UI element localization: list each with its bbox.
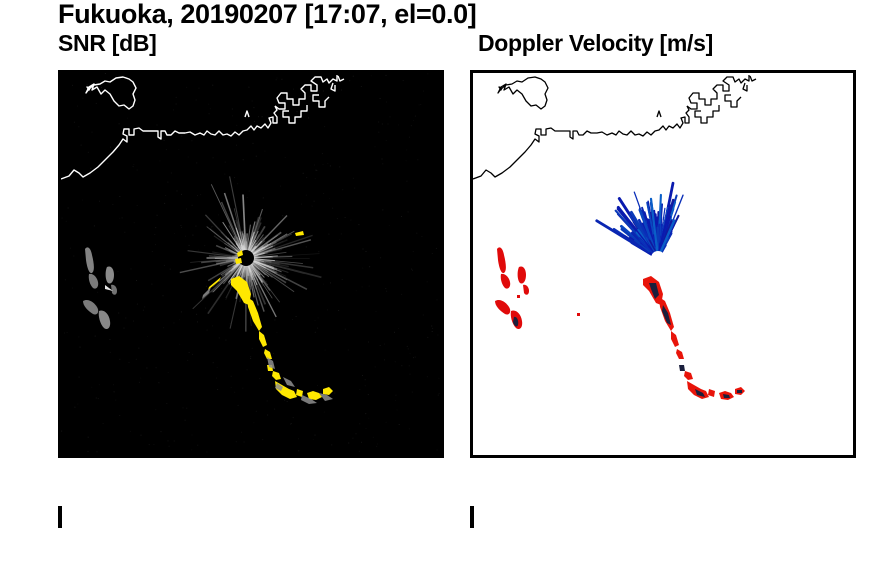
- island-echoes: [495, 247, 580, 330]
- island-echoes: [83, 247, 117, 330]
- doppler-colorbar-gradient: [470, 506, 474, 528]
- snr-plot-canvas: [61, 73, 441, 455]
- coastline: [61, 75, 345, 180]
- doppler-plot-panel[interactable]: [470, 70, 856, 458]
- doppler-plot-canvas: [473, 73, 853, 455]
- high-snr-targets: [208, 231, 333, 400]
- snr-colorbar[interactable]: [58, 506, 420, 528]
- doppler-panel-title: Doppler Velocity [m/s]: [478, 30, 713, 56]
- coastline: [473, 75, 757, 180]
- doppler-colorbar[interactable]: [470, 506, 832, 528]
- velocity-target-chain: [643, 276, 745, 400]
- snr-panel-title: SNR [dB]: [58, 30, 157, 56]
- snr-colorbar-gradient: [58, 506, 62, 528]
- page-title: Fukuoka, 20190207 [17:07, el=0.0]: [58, 0, 477, 29]
- snr-plot-panel[interactable]: [58, 70, 444, 458]
